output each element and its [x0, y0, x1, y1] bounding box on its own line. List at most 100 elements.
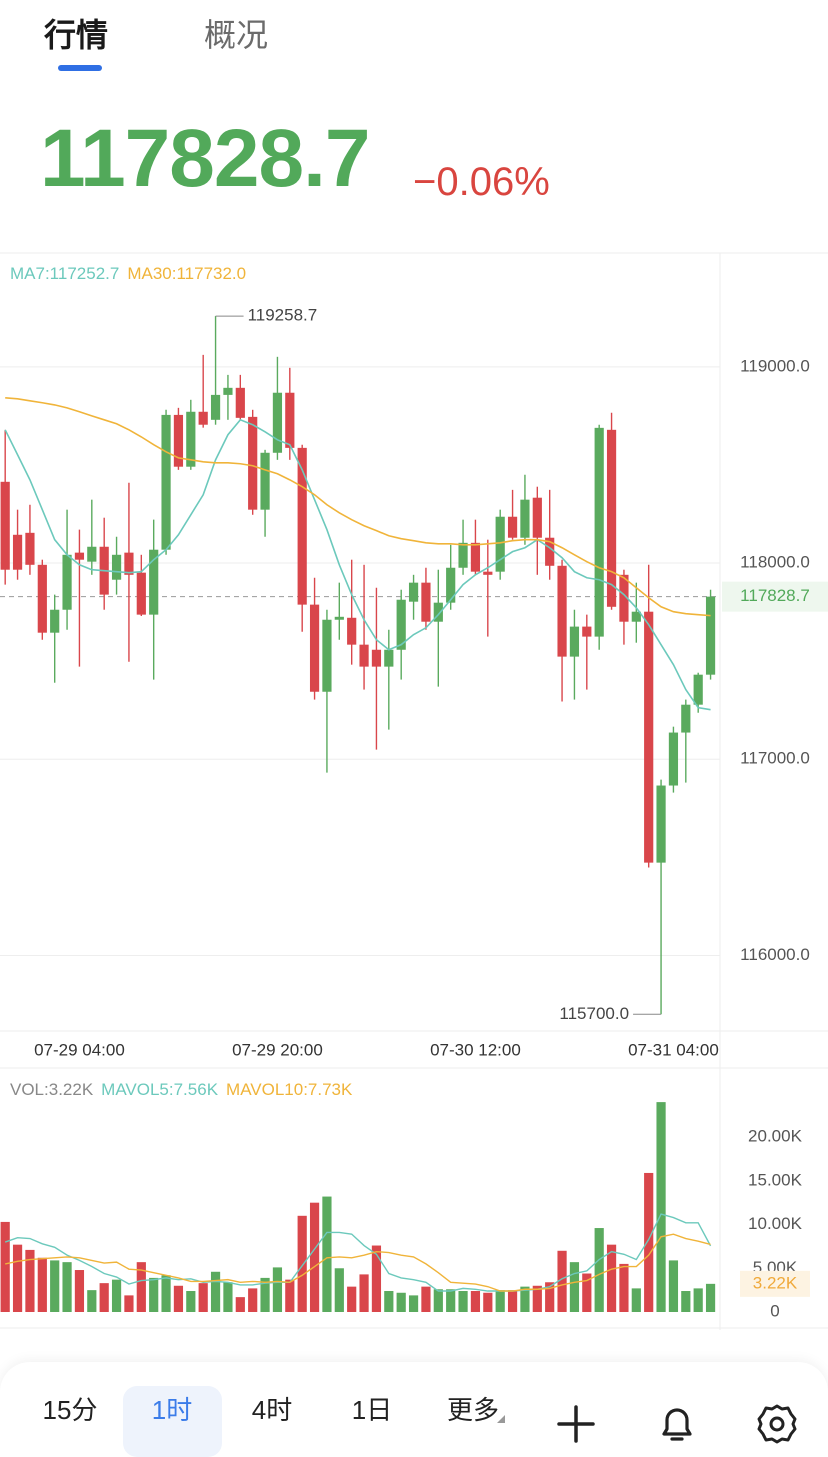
volume-bar	[260, 1277, 270, 1312]
volume-bar	[446, 1289, 456, 1312]
candle-body	[136, 572, 146, 615]
y-tick-label: 119000.0	[740, 356, 810, 375]
candle-body	[433, 602, 443, 622]
legend-entry: MAVOL5:7.56K	[101, 1080, 219, 1099]
volume-bar	[693, 1288, 703, 1312]
volume-bar	[25, 1249, 35, 1312]
legend-entry: MA7:117252.7	[10, 264, 120, 283]
volume-bar	[458, 1291, 468, 1312]
candle-body	[569, 626, 580, 657]
last-price: 117828.7	[40, 113, 370, 204]
max-label: 119258.7	[248, 306, 318, 325]
more-corner	[497, 1415, 505, 1423]
candle-body	[309, 604, 320, 692]
volume-bar	[87, 1290, 97, 1312]
ma-line	[4, 418, 711, 711]
x-tick-label: 07-31 04:00	[628, 1040, 719, 1059]
settings-icon[interactable]	[756, 1403, 798, 1445]
volume-bar	[62, 1262, 72, 1312]
volume-bar	[644, 1172, 654, 1312]
candle-body	[74, 552, 85, 560]
candle-body	[87, 546, 97, 562]
candle-body	[12, 534, 23, 570]
candle-body	[198, 411, 208, 425]
volume-bar	[569, 1262, 580, 1312]
volume-bar	[606, 1244, 617, 1312]
volume-bar	[124, 1295, 134, 1312]
mavol-line	[5, 1233, 711, 1292]
candle-body	[235, 387, 245, 418]
price-change: −0.06%	[413, 160, 550, 204]
volume-bar	[631, 1288, 641, 1312]
candle-body	[557, 565, 567, 657]
candle-body	[681, 704, 691, 733]
more-button[interactable]: 更多	[446, 1395, 500, 1425]
candle-body	[507, 516, 518, 538]
candle-body	[210, 394, 221, 420]
volume-bar	[248, 1288, 258, 1312]
interval-button[interactable]: 1时	[151, 1395, 193, 1425]
interval-button[interactable]: 15分	[42, 1395, 98, 1425]
volume-bar	[161, 1275, 171, 1312]
volume-bar	[0, 1221, 10, 1312]
candle-body	[619, 574, 629, 622]
volume-bar	[483, 1292, 493, 1312]
volume-bar	[198, 1283, 208, 1312]
volume-bar	[223, 1282, 233, 1312]
candle-body	[149, 549, 159, 615]
candle-body	[50, 609, 60, 633]
candle-body	[37, 564, 47, 633]
volume-bar	[347, 1286, 357, 1312]
volume-bar	[408, 1295, 419, 1312]
volume-bar	[433, 1289, 443, 1312]
volume-bar	[470, 1291, 481, 1312]
tab[interactable]: 概况	[204, 17, 269, 53]
y-tick-label: 20.00K	[748, 1127, 803, 1146]
candle-body	[272, 392, 283, 453]
candle-body	[545, 537, 555, 566]
legend-entry: MAVOL10:7.73K	[226, 1080, 353, 1099]
candle-body	[644, 611, 654, 863]
x-tick-label: 07-29 04:00	[34, 1040, 125, 1059]
candle-body	[186, 411, 196, 467]
volume-bar	[421, 1286, 431, 1312]
volume-bar	[309, 1202, 320, 1312]
volume-bar	[582, 1273, 592, 1312]
y-tick-label: 0	[770, 1301, 779, 1320]
legend: MA7:117252.7 MA30:117732.0	[10, 264, 246, 284]
interval-button[interactable]: 1日	[351, 1395, 393, 1425]
ma-line	[5, 397, 711, 617]
candle-body	[0, 481, 10, 570]
chart: 116000.0 117000.0 118000.0 119000.0 07-29 04…	[0, 252, 828, 1330]
candle-body	[124, 552, 134, 575]
volume-bar	[136, 1262, 146, 1312]
volume-bar	[173, 1285, 184, 1312]
volume-bar	[149, 1277, 159, 1312]
x-tick-label: 07-29 20:00	[232, 1040, 323, 1059]
volume-bar	[594, 1228, 604, 1312]
current-price-badge	[722, 581, 828, 612]
candle-body	[408, 582, 419, 602]
candle-body	[285, 392, 295, 448]
volume-bar	[396, 1292, 406, 1312]
current-price-label: 117828.7	[740, 586, 810, 605]
y-tick-label: 116000.0	[740, 945, 810, 964]
candle-body	[495, 516, 505, 572]
interval-button[interactable]: 4时	[251, 1395, 293, 1425]
min-label: 115700.0	[559, 1004, 629, 1023]
tab[interactable]: 行情	[44, 17, 109, 53]
candle-body	[111, 554, 122, 580]
volume-bar	[111, 1279, 122, 1312]
y-tick-label: 15.00K	[748, 1170, 803, 1189]
volume-bar	[334, 1268, 344, 1312]
volume-bar	[520, 1286, 530, 1312]
legend: VOL:3.22K MAVOL5:7.56K MAVOL10:7.73K	[10, 1080, 352, 1100]
volume-bar	[359, 1274, 369, 1312]
volume-bar	[557, 1250, 567, 1312]
volume-bar	[285, 1279, 295, 1312]
draw-icon[interactable]	[556, 1404, 596, 1444]
candle-body	[483, 571, 493, 575]
alert-icon[interactable]	[656, 1402, 698, 1446]
candle-body	[631, 611, 641, 622]
candle-body	[421, 582, 431, 622]
